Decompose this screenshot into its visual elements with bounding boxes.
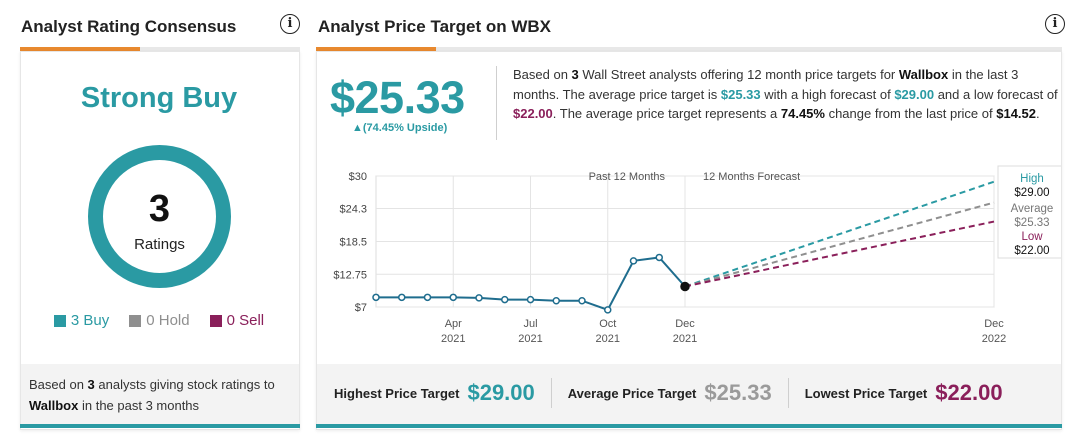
targets-row: Highest Price Target $29.00 Average Pric…	[318, 364, 1060, 422]
legend-buy-label: 3 Buy	[70, 312, 110, 329]
separator	[787, 378, 789, 408]
price-target-title: Analyst Price Target on WBX	[318, 17, 552, 36]
forecast-average-label: Average	[1011, 203, 1054, 215]
average-target-label: Average Price Target	[567, 385, 697, 401]
price-point	[629, 257, 638, 265]
price-point	[526, 295, 535, 304]
forecast-average-line	[684, 201, 995, 288]
title-divider	[20, 47, 300, 51]
y-tick-label: $30	[349, 171, 367, 183]
rating-consensus-title: Analyst Rating Consensus	[21, 17, 237, 36]
upside-percent: ▲(74.45% Upside)	[352, 122, 448, 134]
title-divider	[316, 47, 1062, 51]
y-tick-label: $7	[355, 302, 367, 314]
separator	[550, 378, 552, 408]
legend-sell-label: 0 Sell	[226, 312, 265, 329]
lowest-target-label: Lowest Price Target	[804, 385, 928, 401]
x-tick-year: 2021	[441, 333, 465, 345]
price-target-chart: $30 $24.3 $18.5 $12.75 $7 Apr 2021 Jul 2021 Oct 20…	[333, 165, 1061, 345]
forecast-low-line	[684, 220, 995, 288]
forecast-low-label: Low	[1021, 231, 1043, 243]
legend-sell: 0 Sell	[209, 312, 265, 329]
price-point	[423, 293, 432, 302]
price-target-summary: Based on 3 Wall Street analysts offering…	[513, 67, 1058, 121]
highest-target: Highest Price Target $29.00	[318, 380, 551, 406]
x-tick-year: 2021	[518, 333, 542, 345]
legend-hold-label: 0 Hold	[146, 312, 190, 329]
highest-target-value: $29.00	[467, 380, 535, 405]
targets-footer	[317, 364, 1061, 426]
x-tick-month: Dec	[675, 318, 695, 330]
price-point	[372, 293, 380, 302]
hold-swatch	[129, 314, 142, 327]
card-bottom-bar	[316, 424, 1062, 428]
average-target-value: $25.33	[704, 380, 772, 405]
sell-swatch	[209, 314, 222, 327]
forecast-low-value: $22.00	[1014, 245, 1049, 257]
forecast-high-line	[684, 180, 995, 288]
ratings-count: 3	[148, 188, 171, 230]
info-icon[interactable]: i	[280, 14, 300, 34]
x-tick-month: Jul	[523, 318, 537, 330]
price-point	[578, 296, 586, 305]
forecast-label: 12 Months Forecast	[703, 171, 800, 183]
rating-footer-text: Based on 3 analysts giving stock ratings…	[29, 377, 275, 413]
rating-footer	[21, 364, 299, 426]
info-icon[interactable]: i	[1045, 14, 1065, 34]
price-point	[398, 293, 406, 302]
average-target: Average Price Target $25.33	[552, 380, 788, 406]
forecast-high-label: High	[1020, 173, 1044, 185]
price-point	[680, 281, 690, 292]
y-tick-label: $12.75	[333, 269, 367, 281]
price-point	[655, 253, 663, 262]
x-tick-month: Oct	[599, 318, 616, 330]
x-tick-month: Apr	[445, 318, 462, 330]
x-tick-month: Dec	[984, 318, 1004, 330]
forecast-low-backing	[999, 228, 1061, 257]
highest-target-label: Highest Price Target	[334, 385, 460, 401]
y-tick-label: $18.5	[339, 237, 367, 249]
buy-swatch	[53, 314, 66, 327]
ratings-legend: 3 Buy 0 Hold 0 Sell	[20, 312, 298, 329]
forecast-average-value: $25.33	[1014, 217, 1049, 229]
past-12-months-label: Past 12 Months	[589, 171, 666, 183]
lowest-target-value: $22.00	[935, 380, 1003, 405]
legend-buy: 3 Buy	[53, 312, 110, 329]
summary-divider	[496, 66, 497, 140]
forecast-high-value: $29.00	[1014, 187, 1049, 199]
x-tick-year: 2021	[596, 333, 620, 345]
ratings-label: Ratings	[134, 236, 185, 253]
consensus-rating: Strong Buy	[80, 82, 238, 114]
average-price-target: $25.33	[330, 72, 465, 123]
x-tick-year: 2022	[982, 333, 1006, 345]
price-point	[475, 294, 483, 302]
legend-hold: 0 Hold	[129, 312, 190, 329]
lowest-target: Lowest Price Target $22.00	[789, 380, 1019, 406]
x-tick-year: 2021	[673, 333, 697, 345]
price-point	[604, 306, 612, 314]
ratings-donut: 3 Ratings	[88, 145, 231, 288]
card-bottom-bar	[20, 424, 300, 428]
price-point	[552, 296, 560, 305]
price-point	[449, 293, 457, 302]
y-tick-label: $24.3	[339, 203, 367, 215]
price-point	[501, 295, 509, 304]
